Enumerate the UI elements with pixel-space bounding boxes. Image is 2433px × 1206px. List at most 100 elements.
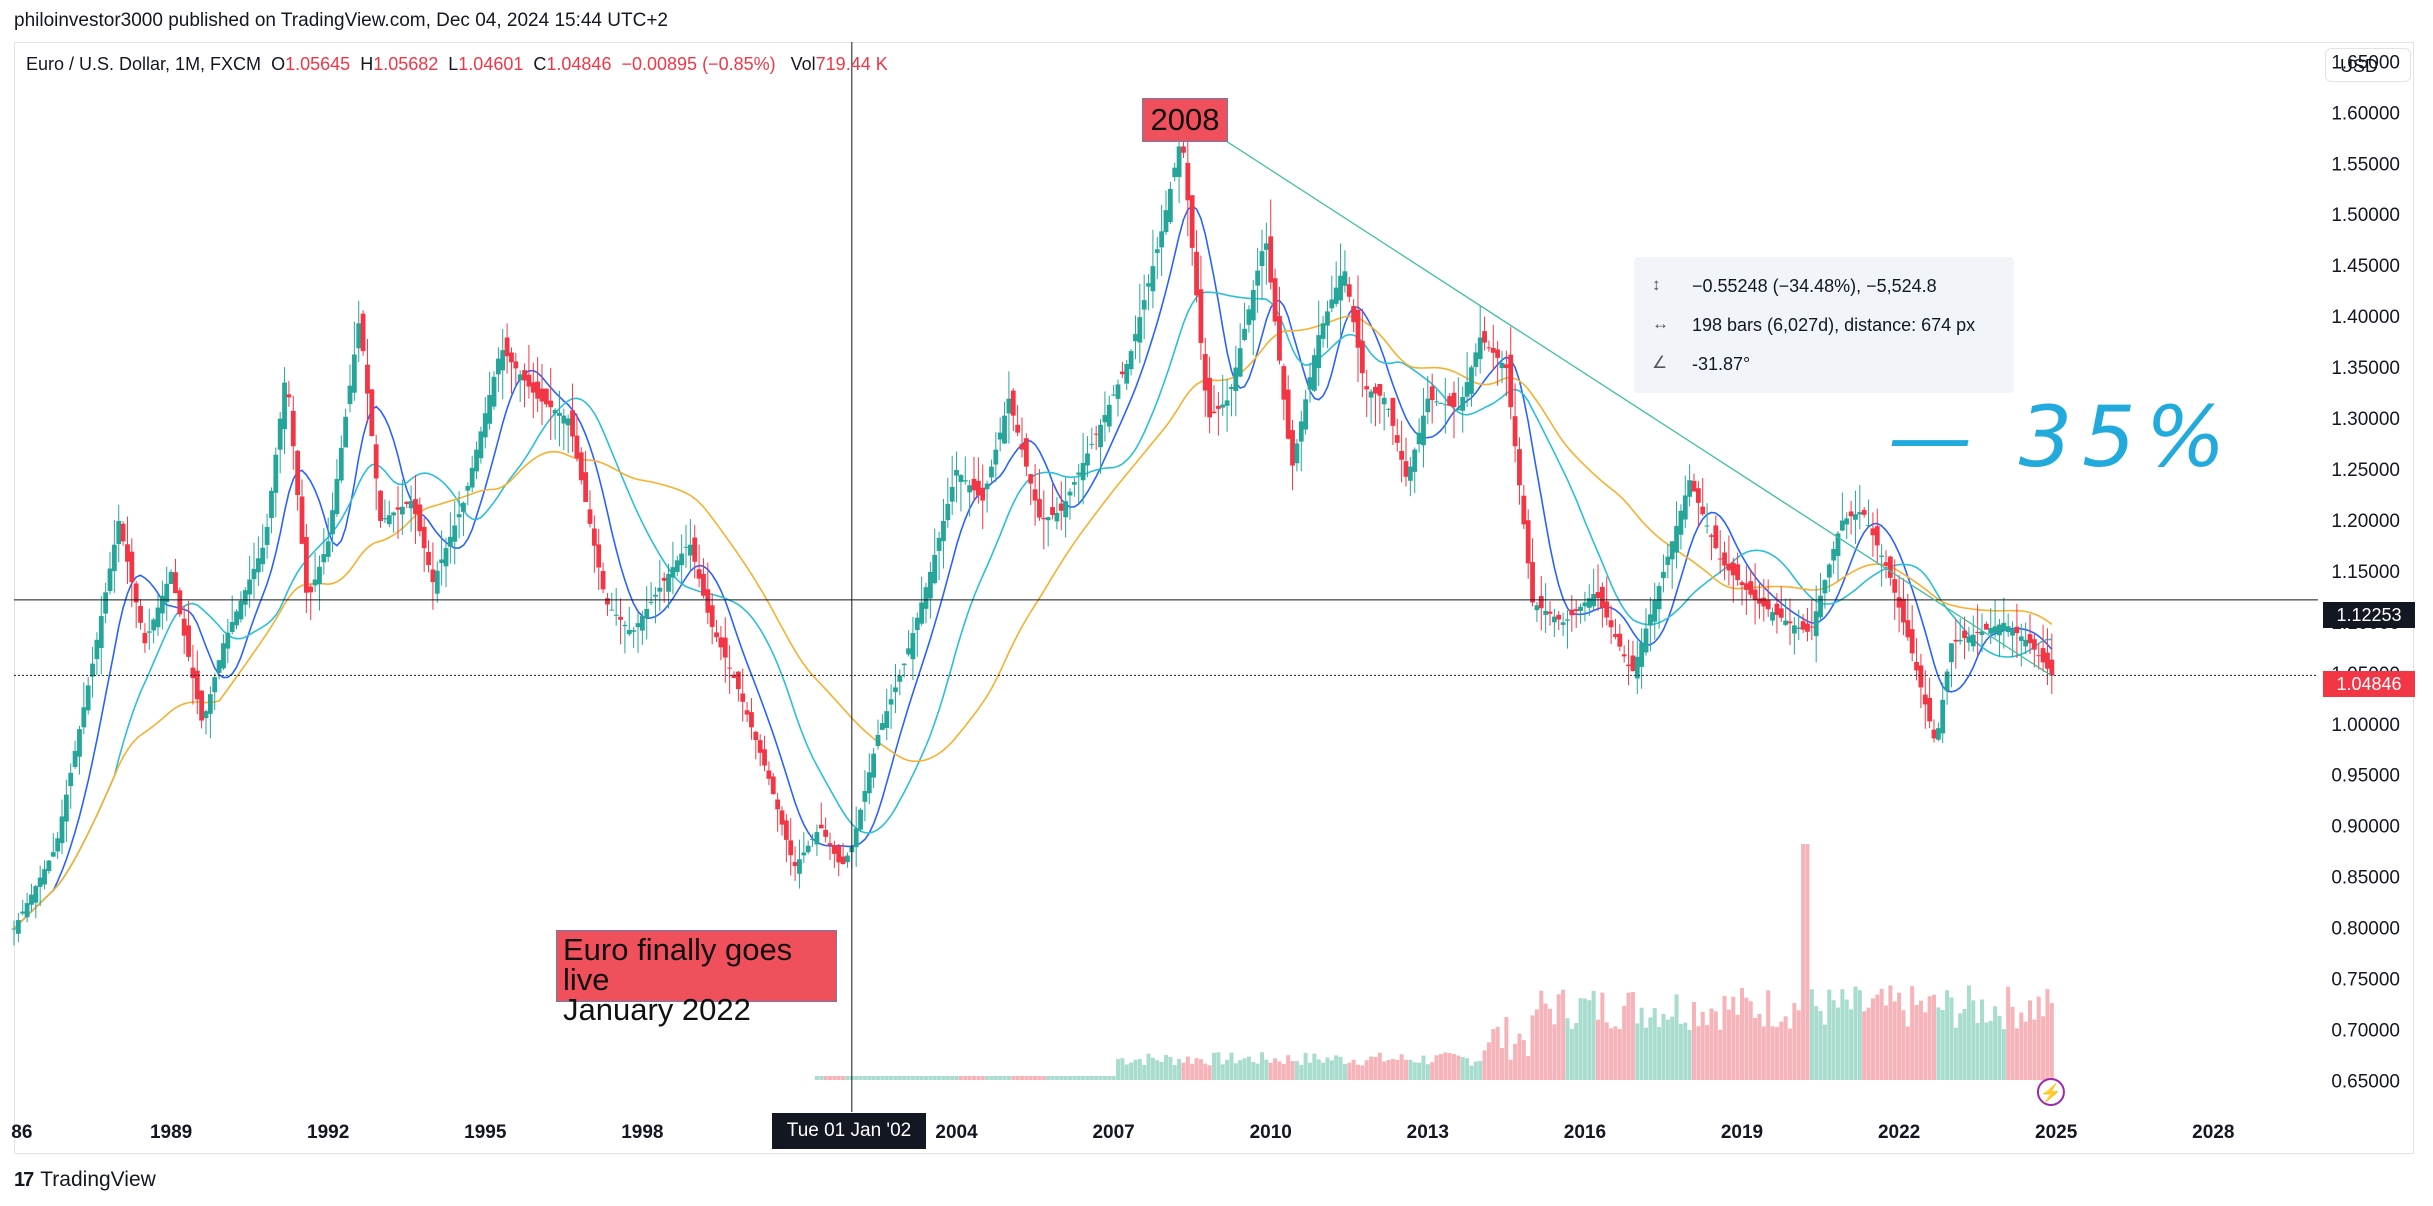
candle-body bbox=[1887, 556, 1893, 578]
volume-bar bbox=[1788, 1028, 1792, 1080]
candle-body bbox=[1464, 382, 1470, 397]
volume-bar bbox=[1552, 1024, 1557, 1080]
candle-body bbox=[1809, 626, 1815, 628]
candle-body bbox=[260, 547, 266, 565]
volume-bar bbox=[1290, 1061, 1295, 1080]
candle-body bbox=[111, 544, 117, 572]
candle-body bbox=[1874, 526, 1880, 546]
candle-body bbox=[1364, 386, 1370, 390]
candle-body bbox=[1338, 275, 1343, 301]
candle-body bbox=[1202, 354, 1208, 391]
y-tick-label: 1.65000 bbox=[2331, 52, 2400, 73]
y-tick-label: 1.00000 bbox=[2331, 715, 2400, 736]
candle-body bbox=[365, 364, 370, 394]
volume-bar bbox=[1975, 1023, 1980, 1080]
candle-body bbox=[173, 572, 178, 594]
candle-body bbox=[530, 382, 536, 393]
handwritten-percent-drawing[interactable]: — 35% bbox=[1888, 388, 2236, 486]
y-tick-label: 1.40000 bbox=[2331, 307, 2400, 328]
candle-body bbox=[221, 643, 226, 669]
candle-body bbox=[1006, 398, 1012, 414]
y-tick-label: 1.45000 bbox=[2331, 256, 2400, 277]
high-value: 1.05682 bbox=[373, 54, 439, 74]
chart-frame[interactable] bbox=[14, 42, 2414, 1154]
candle-body bbox=[552, 409, 558, 414]
annotation-2008[interactable]: 2008 bbox=[1142, 98, 1228, 142]
candle-body bbox=[596, 544, 602, 568]
volume-bar bbox=[1277, 1061, 1282, 1080]
candle-body bbox=[382, 518, 388, 520]
volume-bar bbox=[1508, 1059, 1513, 1080]
volume-bar bbox=[906, 1076, 911, 1080]
annotation-euro-live[interactable]: Euro finally goes live January 2022 bbox=[556, 930, 837, 1025]
x-tick-label: 2010 bbox=[1250, 1122, 1292, 1143]
candle-body bbox=[936, 537, 942, 551]
candle-body bbox=[639, 616, 645, 631]
candle-body bbox=[1185, 162, 1191, 201]
volume-bar bbox=[1107, 1076, 1112, 1080]
volume-bar bbox=[889, 1076, 894, 1080]
candle-body bbox=[216, 660, 222, 673]
candle-body bbox=[997, 432, 1003, 440]
measure-price-change: −0.55248 (−34.48%), −5,524.8 bbox=[1692, 276, 1937, 296]
candle-body bbox=[945, 503, 951, 521]
candle-body bbox=[469, 467, 475, 488]
candle-body bbox=[282, 382, 287, 430]
volume-bar bbox=[1853, 986, 1858, 1080]
candle-body bbox=[1770, 612, 1775, 621]
volume-bar bbox=[985, 1076, 990, 1080]
candle-body bbox=[1604, 601, 1610, 618]
candle-body bbox=[561, 415, 567, 424]
candle-body bbox=[1844, 518, 1850, 525]
candle-body bbox=[1320, 323, 1326, 339]
candle-body bbox=[1303, 399, 1309, 430]
volume-bar bbox=[1024, 1076, 1029, 1080]
volume-bar bbox=[1953, 1027, 1958, 1080]
volume-bar bbox=[1997, 1015, 2002, 1080]
candle-body bbox=[600, 571, 606, 590]
candle-body bbox=[836, 846, 842, 863]
volume-bar bbox=[2028, 1000, 2032, 1080]
candle-body bbox=[565, 418, 571, 426]
candle-body bbox=[151, 619, 157, 631]
candle-body bbox=[2001, 622, 2007, 631]
volume-bar bbox=[1622, 1005, 1627, 1080]
volume-bar bbox=[1146, 1053, 1151, 1080]
symbol-name[interactable]: Euro / U.S. Dollar, 1M, FXCM bbox=[26, 54, 262, 74]
volume-bar bbox=[1168, 1056, 1173, 1080]
volume-bar bbox=[1194, 1058, 1199, 1080]
candle-body bbox=[177, 590, 183, 615]
volume-bar bbox=[1063, 1076, 1068, 1080]
candle-body bbox=[251, 568, 257, 580]
candle-body bbox=[24, 903, 30, 918]
candle-body bbox=[85, 685, 91, 711]
volume-bar bbox=[1373, 1056, 1378, 1080]
candle-body bbox=[1940, 699, 1946, 734]
candle-body bbox=[356, 323, 362, 349]
candle-body bbox=[1421, 415, 1426, 446]
volume-bar bbox=[1630, 992, 1635, 1080]
candle-body bbox=[1403, 461, 1409, 477]
candle-body bbox=[426, 551, 431, 566]
candle-body bbox=[399, 506, 405, 515]
candle-body bbox=[797, 859, 802, 874]
candle-body bbox=[535, 381, 541, 399]
candle-body bbox=[923, 587, 929, 609]
candle-body bbox=[77, 729, 82, 757]
measure-bars: 198 bars (6,027d), distance: 674 px bbox=[1692, 315, 1976, 335]
volume-bar bbox=[1670, 1016, 1675, 1080]
candle-body bbox=[522, 370, 527, 381]
candle-body bbox=[1713, 525, 1719, 549]
candle-body bbox=[207, 694, 213, 714]
candle-body bbox=[574, 435, 580, 459]
tradingview-logo[interactable]: 17 TradingView bbox=[14, 1168, 156, 1192]
candle-body bbox=[1835, 533, 1841, 557]
currency-button[interactable]: USD bbox=[2325, 48, 2411, 82]
volume-bar bbox=[1369, 1056, 1374, 1080]
candle-body bbox=[1399, 450, 1405, 460]
volume-bar bbox=[841, 1076, 846, 1080]
candle-body bbox=[338, 447, 344, 481]
candle-body bbox=[55, 838, 61, 852]
candle-body bbox=[622, 624, 628, 627]
